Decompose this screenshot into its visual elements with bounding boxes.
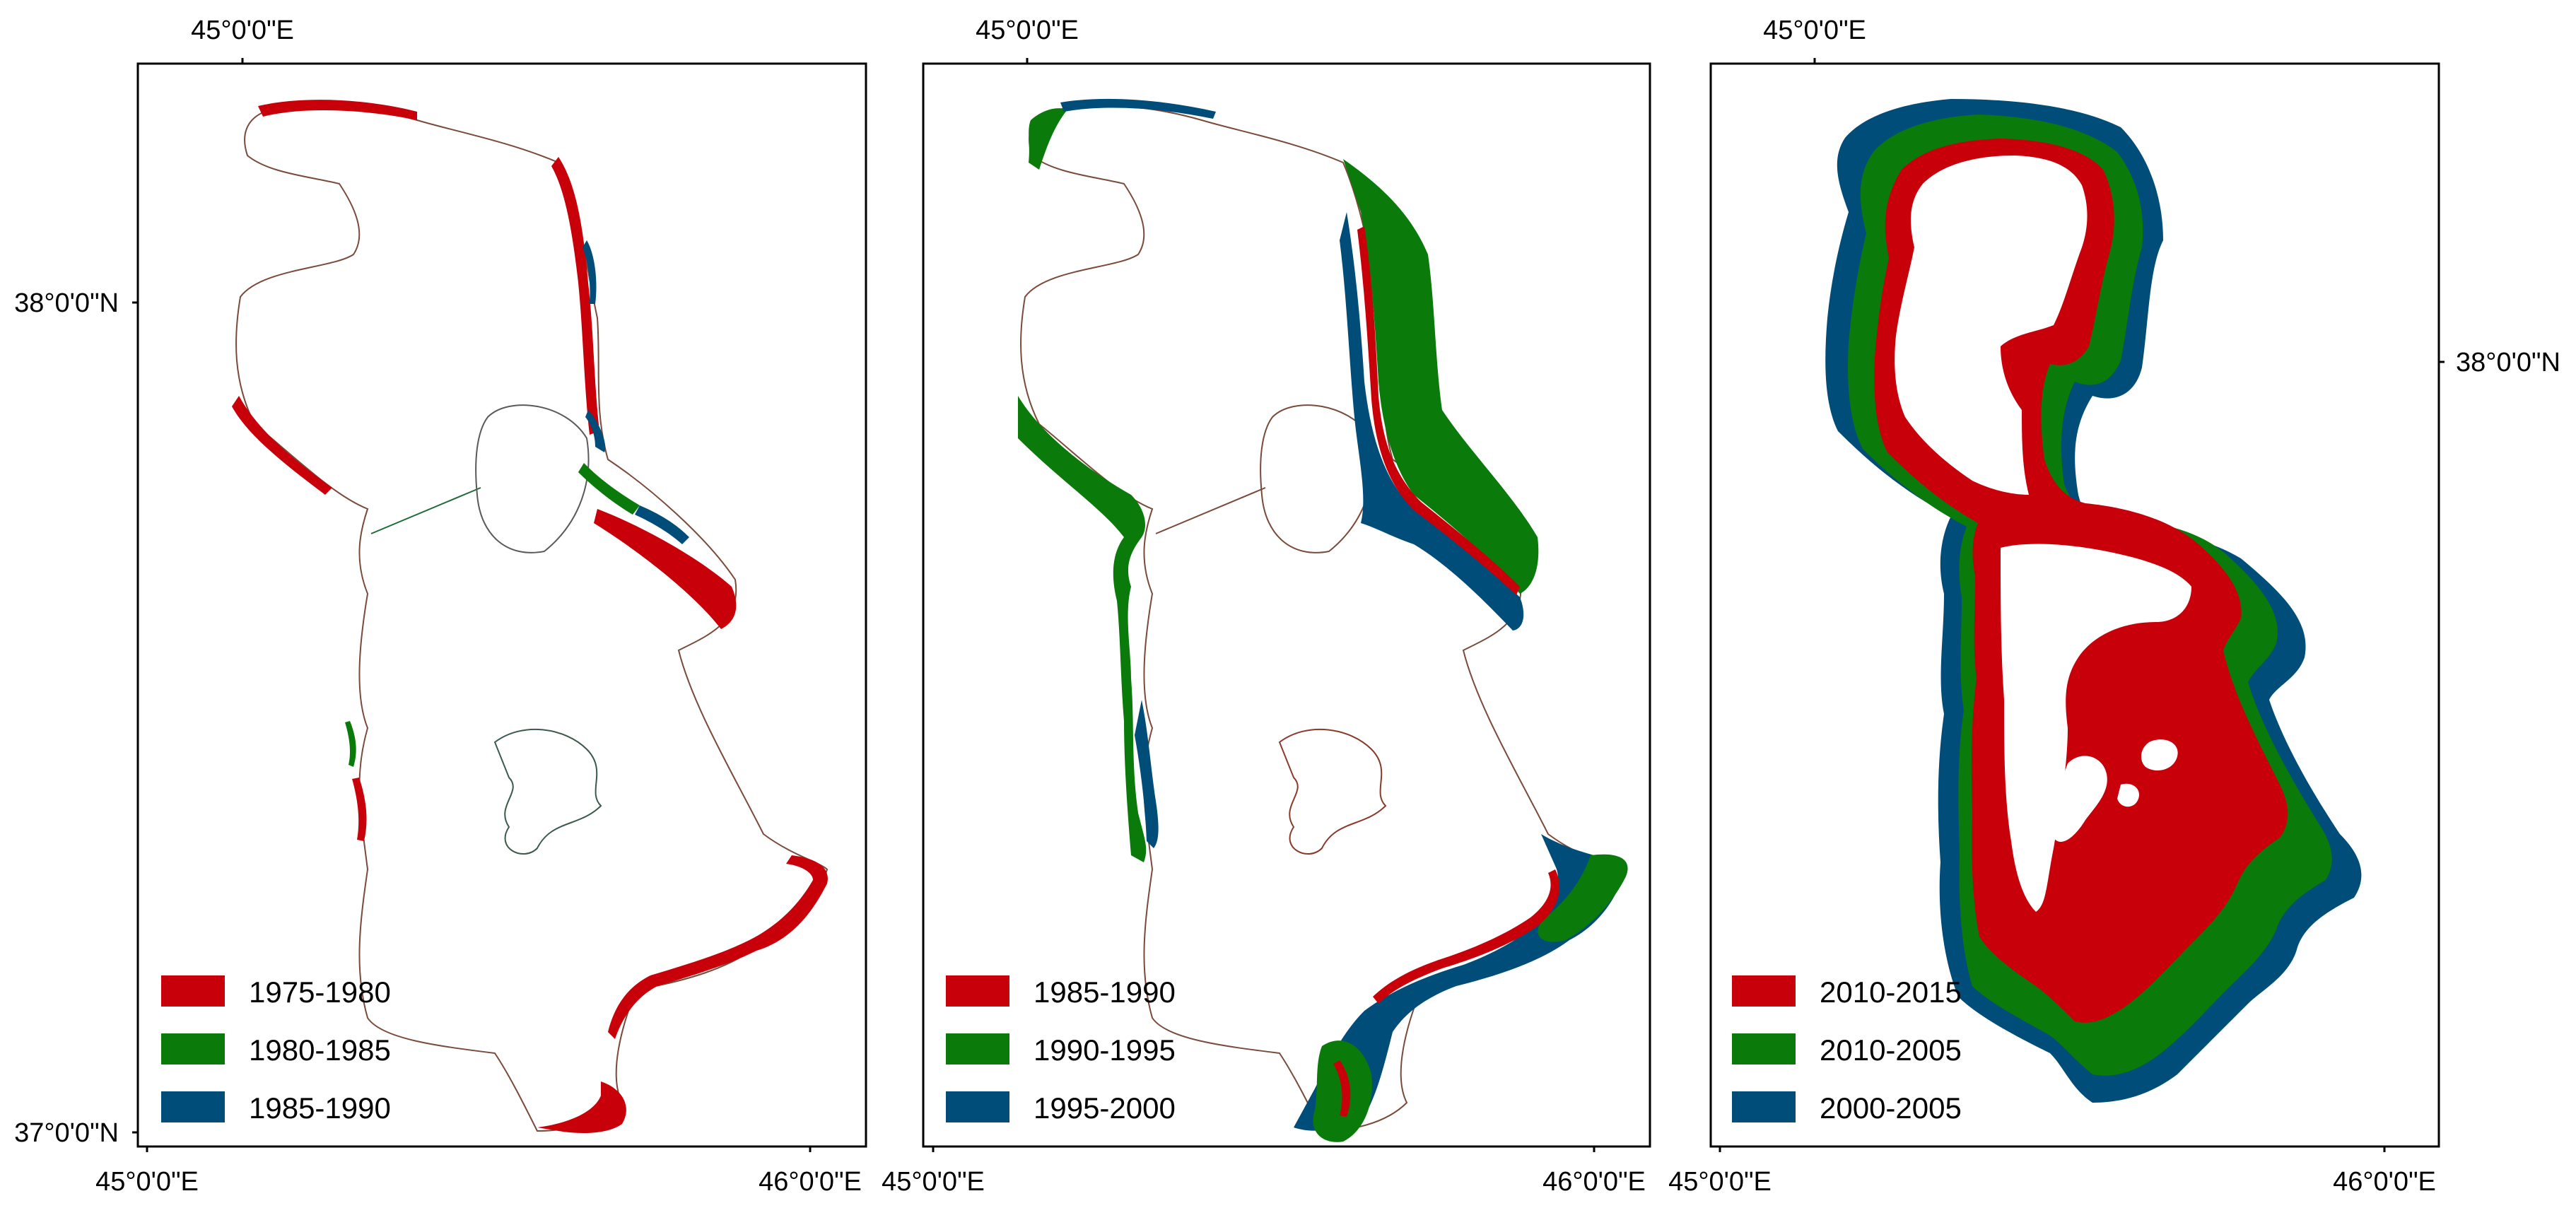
panel-1-change-red-northeast [551,157,599,435]
panel-2-change-red-southeast [1373,869,1559,1004]
panel-3-legend-swatch-1 [1732,975,1796,1007]
panel-3-remaining-lake-north [1895,156,2088,495]
panel-3-remaining-lake-south [2001,544,2191,912]
panel-1-lat-label-37: 37°0'0"N [14,1118,119,1148]
panel-1-change-red-west [232,396,332,495]
panel-2-change-blue-north [1060,98,1216,119]
panel-2-bottom-lon-left: 45°0'0"E [882,1167,985,1197]
panel-1-change-blue-east [635,505,689,544]
panel-1-frame [136,62,867,1148]
panel-1-change-red-north [258,100,417,120]
panel-1-legend-swatch-2 [161,1033,225,1065]
panel-2-bottom-lon-right: 46°0'0"E [1542,1167,1646,1197]
panel-2-change-green-north [1029,108,1067,170]
panel-2-legend-label-3: 1995-2000 [1034,1091,1176,1125]
panel-1-legend-label-3: 1985-1990 [249,1091,391,1125]
panel-2-change-green-southeast [1538,854,1628,942]
panel-1-inner-shoals [493,728,602,855]
panel-2-legend-label-1: 1985-1990 [1034,975,1176,1009]
panel-1-causeway [370,487,481,534]
panel-1-change-green-west [345,721,356,767]
map-panel-1: 45°0'0"E 38°0'0"N 37°0'0"N 45°0'0"E 46°0… [14,16,867,1197]
panel-1-bottom-lon-right: 46°0'0"E [759,1167,862,1197]
panel-3-remaining-lake-patches [2052,739,2178,842]
panel-1-change-blue-mid [585,410,606,452]
panel-3-legend-swatch-3 [1732,1091,1796,1122]
panel-1-lat-label-38: 38°0'0"N [14,288,119,318]
panel-2-legend-swatch-1 [946,975,1009,1007]
panel-2-change-red-northeast [1357,226,1520,595]
panel-1-legend-label-2: 1980-1985 [249,1033,391,1067]
panel-2-change-blue-west [1135,700,1159,848]
panel-2-top-lon-label: 45°0'0"E [976,16,1079,45]
panel-1-legend-swatch-1 [161,975,225,1007]
panel-1-legend-label-1: 1975-1980 [249,975,391,1009]
panel-2-change-blue-northeast [1340,212,1524,631]
panel-2-legend-label-2: 1990-1995 [1034,1033,1176,1067]
panel-2-inner-shoals [1278,728,1387,855]
panel-2-change-red-south [1333,1060,1351,1117]
map-panel-3: 45°0'0"E 38°0'0"N 45°0'0"E 46°0'0"E 2010… [1668,16,2560,1197]
panel-3-top-lon-label: 45°0'0"E [1763,16,1866,45]
panel-3-bottom-lon-left: 45°0'0"E [1668,1167,1772,1197]
panel-2-change-green-west [1018,396,1147,862]
panel-2-legend-swatch-3 [946,1091,1009,1122]
panel-3-legend-label-2: 2010-2005 [1820,1033,1962,1067]
panel-3-legend-label-1: 2010-2015 [1820,975,1962,1009]
panel-3-legend: 2010-2015 2010-2005 2000-2005 [1732,975,1962,1125]
panel-2-change-green-northeast [1343,159,1539,594]
panel-1-change-red-south [537,1081,626,1133]
panel-2-change-blue-southeast [1294,834,1626,1131]
map-panel-2: 45°0'0"E 45°0'0"E 46°0'0"E 1985-1990 199… [882,16,1651,1197]
panel-1-legend: 1975-1980 1980-1985 1985-1990 [161,975,391,1125]
panel-1-top-lon-label: 45°0'0"E [191,16,294,45]
panel-3-legend-label-3: 2000-2005 [1820,1091,1962,1125]
panel-1-island-ring [475,404,590,553]
panel-3-legend-swatch-2 [1732,1033,1796,1065]
panel-2-island-ring [1260,404,1374,553]
panel-1-change-red-southwest [352,778,367,841]
panel-2-legend: 1985-1990 1990-1995 1995-2000 [946,975,1176,1125]
panel-1-bottom-lon-left: 45°0'0"E [95,1167,199,1197]
panel-1-legend-swatch-3 [161,1091,225,1122]
panel-2-causeway [1155,487,1266,534]
panel-1-change-blue-northeast [582,240,597,304]
panel-3-lat-label-38: 38°0'0"N [2456,348,2560,377]
panel-2-frame [922,62,1651,1148]
panel-3-bottom-lon-right: 46°0'0"E [2333,1167,2436,1197]
panel-1-change-red-east [594,509,737,629]
panel-1-change-green-mid [578,463,640,515]
panel-2-legend-swatch-2 [946,1033,1009,1065]
